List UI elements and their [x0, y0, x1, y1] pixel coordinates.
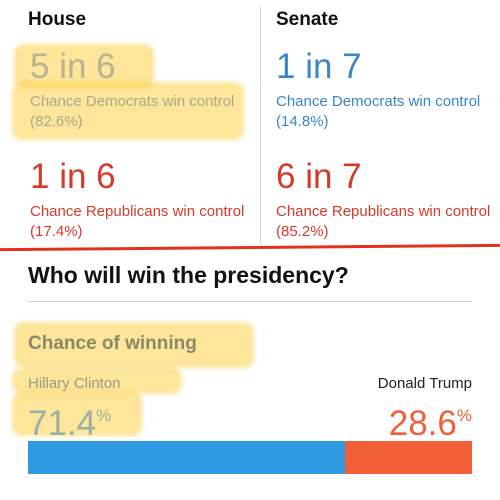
highlighter-mark — [12, 392, 142, 436]
house-title: House — [28, 9, 87, 30]
trump-percentage: 28.6% — [389, 396, 472, 444]
trump-pct-sign: % — [456, 406, 472, 425]
senate-title: Senate — [276, 9, 339, 30]
clinton-value: 71.4 — [28, 404, 97, 443]
house-dem-odds: 5 in 6 — [30, 47, 116, 86]
highlighter-mark — [14, 44, 154, 88]
highlighter-mark — [14, 322, 254, 368]
header-divider — [28, 301, 472, 302]
section-separator — [0, 243, 500, 252]
chance-of-winning-label: Chance of winning — [28, 333, 197, 354]
clinton-bar-segment — [28, 441, 346, 474]
senate-dem-text: Chance Democrats win control (14.8%) — [276, 93, 481, 130]
house-rep-text: Chance Republicans win control (17.4%) — [30, 203, 245, 240]
clinton-name: Hillary Clinton — [28, 375, 121, 392]
senate-rep-text: Chance Republicans win control (85.2%) — [276, 203, 491, 240]
house-rep-odds: 1 in 6 — [30, 157, 116, 196]
trump-value: 28.6 — [388, 404, 457, 443]
presidency-question: Who will win the presidency? — [28, 262, 349, 288]
clinton-pct-sign: % — [96, 406, 112, 425]
senate-dem-odds: 1 in 7 — [276, 47, 362, 86]
highlighter-mark — [12, 82, 244, 140]
senate-rep-odds: 6 in 7 — [276, 157, 362, 196]
trump-bar-segment — [345, 441, 472, 474]
highlighter-mark — [12, 368, 182, 394]
clinton-percentage: 71.4% — [28, 396, 111, 444]
column-divider — [260, 6, 261, 244]
house-dem-text: Chance Democrats win control (82.6%) — [30, 93, 235, 130]
trump-name: Donald Trump — [377, 375, 472, 392]
probability-bar — [28, 441, 472, 474]
